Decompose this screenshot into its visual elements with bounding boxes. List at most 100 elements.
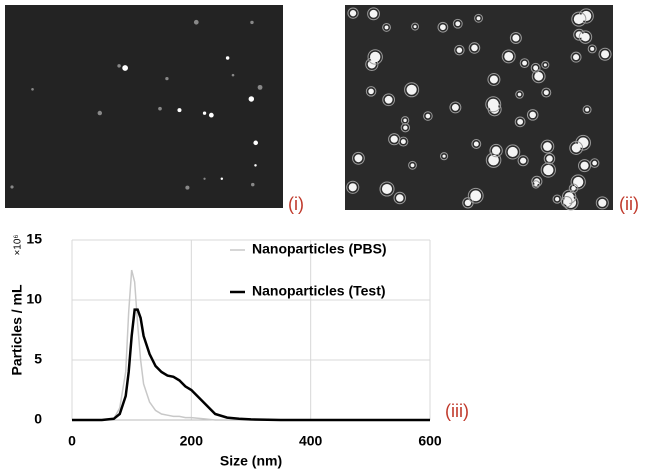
panel-label: (i) xyxy=(288,194,304,214)
particle xyxy=(203,112,206,115)
particle xyxy=(573,177,583,187)
particle xyxy=(572,144,581,153)
particle xyxy=(258,85,263,90)
particle xyxy=(226,56,229,59)
particle xyxy=(477,16,481,20)
particle xyxy=(158,107,162,111)
particle xyxy=(442,155,445,158)
particle xyxy=(546,155,552,161)
y-tick-label: 5 xyxy=(34,351,42,367)
particle xyxy=(407,85,417,95)
particle xyxy=(517,119,523,125)
particle xyxy=(221,178,223,180)
particle xyxy=(10,185,13,188)
particle xyxy=(117,64,120,67)
particle xyxy=(563,198,570,205)
x-tick-label: 0 xyxy=(68,433,76,449)
particle xyxy=(573,54,579,60)
particle xyxy=(581,162,589,170)
particle xyxy=(185,186,189,190)
particle xyxy=(254,164,256,166)
particle xyxy=(251,183,254,186)
y-tick-label: 10 xyxy=(26,291,42,307)
particle xyxy=(598,199,606,207)
particle xyxy=(385,25,389,29)
particle xyxy=(403,119,406,122)
particle xyxy=(165,77,168,80)
y-tick-label: 15 xyxy=(26,231,42,247)
particle xyxy=(555,197,559,201)
particle xyxy=(368,89,374,95)
particle xyxy=(512,35,519,42)
particle xyxy=(543,165,553,175)
particle xyxy=(382,184,392,194)
particle xyxy=(455,21,460,26)
particle xyxy=(232,74,235,77)
particle xyxy=(574,14,584,24)
particle xyxy=(590,47,594,51)
particle xyxy=(601,50,609,58)
particle xyxy=(508,147,518,157)
particle xyxy=(544,63,547,66)
x-axis-label: Size (nm) xyxy=(220,453,282,469)
y-tick-label: 0 xyxy=(34,411,42,427)
y-axis-label: Particles / mL xyxy=(9,284,25,375)
particle xyxy=(474,142,479,147)
particle xyxy=(98,111,102,115)
x-tick-label: 600 xyxy=(418,433,442,449)
particle xyxy=(522,61,527,66)
particle xyxy=(370,52,380,62)
particle xyxy=(504,52,513,61)
particle xyxy=(249,96,254,101)
legend-label: Nanoparticles (Test) xyxy=(252,283,386,299)
x-tick-label: 400 xyxy=(299,433,323,449)
particle xyxy=(492,146,500,154)
particle xyxy=(194,20,199,25)
particle xyxy=(440,24,446,30)
particle xyxy=(250,21,253,24)
particle xyxy=(414,25,417,28)
particle xyxy=(592,161,597,166)
particle xyxy=(349,183,357,191)
particle xyxy=(534,183,537,186)
particle xyxy=(355,154,363,162)
particle xyxy=(544,90,549,95)
particle xyxy=(452,104,459,111)
particle xyxy=(490,75,498,83)
y-axis-unit: ×10⁶ xyxy=(13,234,24,255)
particle xyxy=(350,10,356,16)
particle xyxy=(571,186,576,191)
particle xyxy=(177,108,181,112)
particle xyxy=(534,72,543,81)
particle xyxy=(426,114,431,119)
particle xyxy=(209,113,214,118)
particle xyxy=(520,158,526,164)
particle xyxy=(518,93,522,97)
particle xyxy=(203,178,205,180)
legend-label: Nanoparticles (PBS) xyxy=(252,241,387,257)
particle xyxy=(411,163,415,167)
particle xyxy=(471,45,478,52)
x-tick-label: 200 xyxy=(180,433,204,449)
panel-label: (ii) xyxy=(619,194,639,214)
micrograph-i xyxy=(5,5,283,208)
particle xyxy=(122,65,128,71)
particle xyxy=(385,96,393,104)
particle xyxy=(533,65,538,70)
particle xyxy=(581,33,590,42)
particle xyxy=(529,112,536,119)
particle xyxy=(543,142,552,151)
particle xyxy=(31,88,34,91)
particle xyxy=(401,139,406,144)
panel-label: (iii) xyxy=(445,401,469,421)
figure: (i) (ii) (iii) Size (nm) Particles / mL … xyxy=(0,0,652,471)
particle xyxy=(391,136,398,143)
micrograph-ii xyxy=(345,5,613,210)
particle xyxy=(457,47,462,52)
particle xyxy=(253,141,258,146)
particle xyxy=(403,126,407,130)
particle xyxy=(488,99,499,110)
particle xyxy=(470,190,481,201)
particle xyxy=(396,194,404,202)
particle xyxy=(585,108,589,112)
